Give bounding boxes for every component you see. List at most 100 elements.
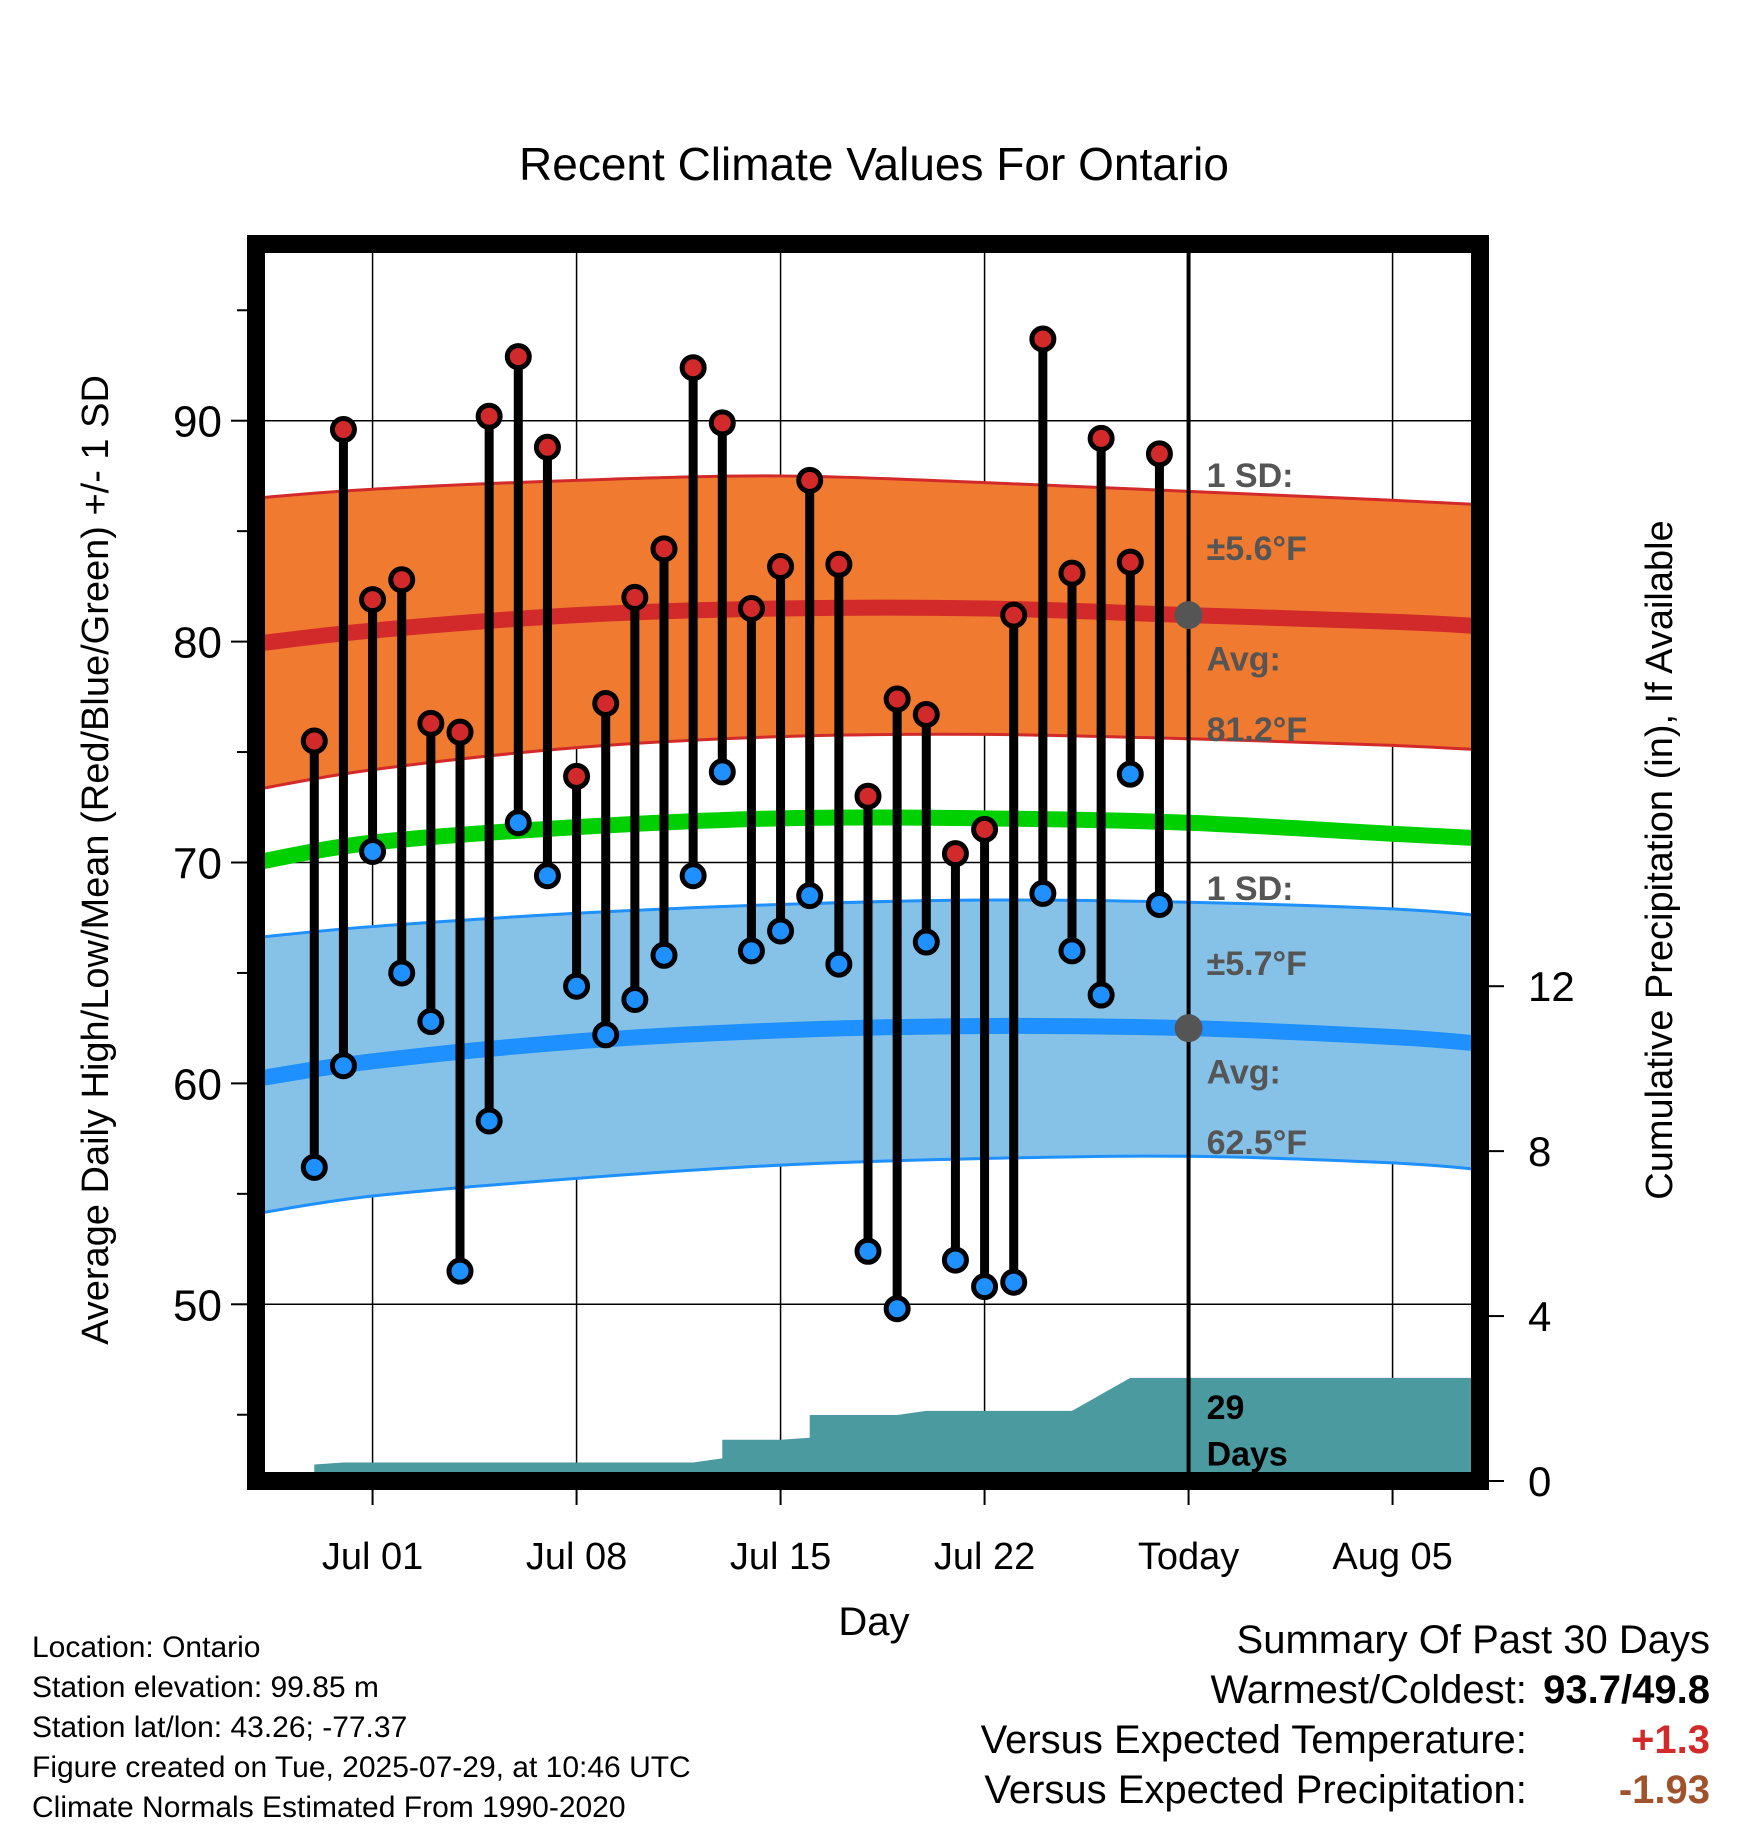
daily-high-point <box>737 594 765 622</box>
daily-high-point <box>1000 601 1028 629</box>
high-sd-band-lower-edge <box>256 732 1480 792</box>
station-info: Location: Ontario Station elevation: 99.… <box>32 1628 691 1828</box>
daily-low-point <box>359 837 387 865</box>
coldest-value: 49.8 <box>1632 1668 1710 1712</box>
high-avg-marker <box>1174 601 1203 630</box>
daily-high-point <box>621 583 649 611</box>
high-normal-line <box>256 599 1480 652</box>
precip-area <box>285 1377 1481 1481</box>
daily-low-point <box>1145 890 1173 918</box>
precip-departure-value: -1.93 <box>1618 1768 1710 1812</box>
low-normal-line <box>256 1017 1480 1087</box>
created-text: Figure created on Tue, 2025-07-29, at 10… <box>32 1751 691 1784</box>
high-sd-value: ±5.6°F <box>1207 530 1307 568</box>
daily-low-point <box>767 917 795 945</box>
summary-temp-row: Versus Expected Temperature: +1.3 <box>981 1715 1710 1765</box>
low-sd-value: ±5.7°F <box>1207 945 1307 983</box>
location-text: Location: Ontario <box>32 1631 261 1664</box>
daily-high-point <box>1116 548 1144 576</box>
temp-label: Versus Expected Temperature: <box>980 1718 1527 1762</box>
daily-low-point <box>708 758 736 786</box>
high-sd-band-upper-edge <box>256 474 1480 507</box>
y-tick-label: 70 <box>173 840 222 889</box>
daily-low-point <box>475 1107 503 1135</box>
daily-high-point <box>563 762 591 790</box>
daily-high-point <box>883 685 911 713</box>
daily-low-point <box>854 1237 882 1265</box>
daily-low-point <box>1029 879 1057 907</box>
mean-normal-line <box>256 809 1480 871</box>
days-count: 29 <box>1207 1389 1245 1427</box>
y2-tick-label: 8 <box>1528 1128 1551 1175</box>
low-avg-marker <box>1174 1014 1203 1043</box>
y2-axis-label: Cumulative Precipitation (in), If Availa… <box>1639 520 1681 1199</box>
y-tick-label: 50 <box>173 1281 222 1330</box>
daily-high-point <box>796 466 824 494</box>
daily-high-point <box>679 354 707 382</box>
daily-low-point <box>796 882 824 910</box>
low-sd-label: 1 SD: <box>1207 870 1294 908</box>
daily-low-point <box>417 1008 445 1036</box>
chart-title: Recent Climate Values For Ontario <box>519 138 1229 190</box>
y-tick-label: 90 <box>173 398 222 447</box>
high-sd-band <box>256 475 1480 790</box>
daily-high-point <box>359 586 387 614</box>
daily-low-point <box>533 862 561 890</box>
daily-high-point <box>825 550 853 578</box>
x-tick-label: Jul 22 <box>934 1536 1035 1578</box>
warmest-value: 93.7 <box>1543 1668 1622 1712</box>
daily-low-point <box>883 1295 911 1323</box>
daily-high-point <box>592 689 620 717</box>
daily-high-point <box>300 727 328 755</box>
daily-low-point <box>329 1052 357 1080</box>
summary-precip-row: Versus Expected Precipitation: -1.93 <box>981 1765 1710 1815</box>
low-avg-label: Avg: <box>1207 1053 1281 1091</box>
daily-low-point <box>300 1153 328 1181</box>
daily-high-point <box>708 409 736 437</box>
daily-low-point <box>971 1273 999 1301</box>
daily-low-point <box>388 959 416 987</box>
x-axis-label: Day <box>838 1600 909 1644</box>
daily-high-point <box>329 416 357 444</box>
low-sd-band-upper-edge <box>256 898 1480 940</box>
x-tick-label: Aug 05 <box>1332 1536 1452 1578</box>
daily-high-point <box>417 709 445 737</box>
daily-high-point <box>912 701 940 729</box>
daily-low-point <box>504 809 532 837</box>
daily-high-point <box>388 566 416 594</box>
daily-high-point <box>650 535 678 563</box>
daily-low-point <box>1000 1268 1028 1296</box>
daily-high-point <box>1058 559 1086 587</box>
latlon-text: Station lat/lon: 43.26; -77.37 <box>32 1711 408 1744</box>
daily-low-point <box>650 941 678 969</box>
daily-low-point <box>592 1021 620 1049</box>
daily-high-point <box>504 343 532 371</box>
daily-high-point <box>854 782 882 810</box>
daily-low-point <box>563 972 591 1000</box>
daily-low-point <box>1087 981 1115 1009</box>
daily-low-point <box>941 1246 969 1274</box>
daily-low-point <box>679 862 707 890</box>
y2-tick-label: 12 <box>1528 963 1575 1010</box>
daily-high-point <box>446 718 474 746</box>
high-avg-label: Avg: <box>1207 640 1281 678</box>
daily-high-point <box>971 815 999 843</box>
plot-area: 1 SD: ±5.6°F Avg: 81.2°F 1 SD: ±5.7°F Avg: 62.5… <box>173 235 1575 1578</box>
daily-low-point <box>912 928 940 956</box>
precip-label: Versus Expected Precipitation: <box>984 1768 1527 1812</box>
y-axis-label: Average Daily High/Low/Mean (Red/Blue/Gr… <box>75 375 117 1345</box>
normals-text: Climate Normals Estimated From 1990-2020 <box>32 1791 626 1824</box>
y-tick-label: 80 <box>173 619 222 668</box>
x-tick-label: Jul 15 <box>730 1536 831 1578</box>
high-avg-value: 81.2°F <box>1207 711 1308 749</box>
plot-frame <box>247 235 1489 1490</box>
x-tick-label: Today <box>1138 1536 1239 1578</box>
summary-title: Summary Of Past 30 Days <box>1236 1618 1710 1662</box>
low-sd-band-lower-edge <box>256 1154 1480 1216</box>
temp-departure-value: +1.3 <box>1631 1718 1710 1762</box>
y2-tick-label: 4 <box>1528 1293 1551 1340</box>
high-sd-label: 1 SD: <box>1207 457 1294 495</box>
y2-tick-label: 0 <box>1528 1458 1551 1505</box>
daily-low-point <box>825 950 853 978</box>
